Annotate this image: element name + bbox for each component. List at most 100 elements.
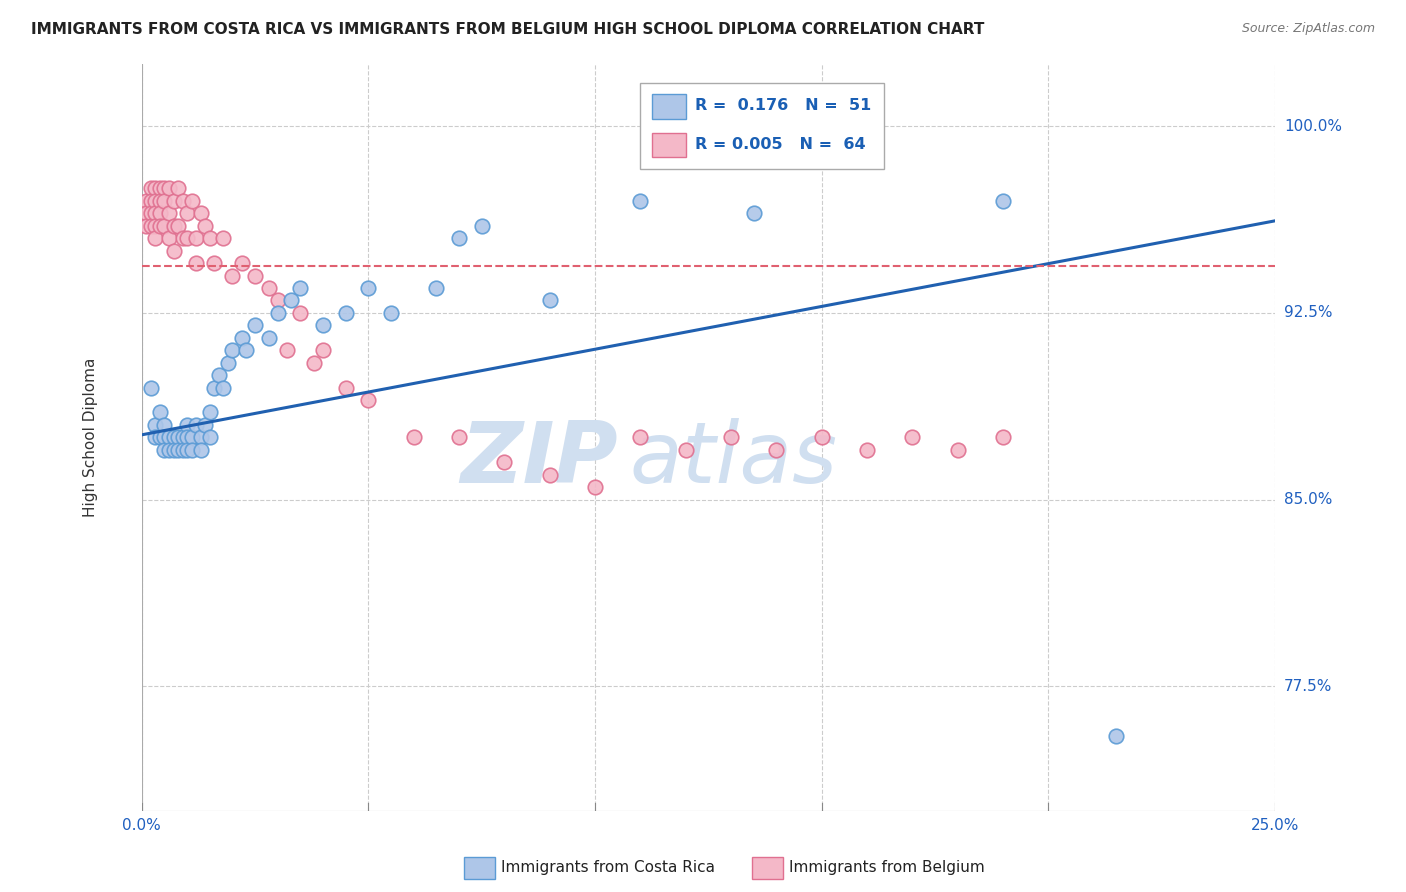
Point (172, 430, 194, 444)
Point (135, 219, 157, 233)
Point (180, 194, 202, 208)
Text: 92.5%: 92.5% (1284, 305, 1333, 320)
Point (176, 430, 198, 444)
Point (630, 430, 652, 444)
Point (149, 194, 172, 208)
Point (176, 231, 198, 245)
Point (221, 343, 243, 358)
Point (221, 268, 243, 283)
Point (243, 268, 266, 283)
Point (167, 430, 190, 444)
Point (172, 442, 194, 457)
Point (162, 194, 184, 208)
Point (494, 455, 516, 469)
Point (153, 219, 176, 233)
Point (176, 206, 198, 220)
Point (208, 368, 231, 383)
Point (810, 430, 832, 444)
Point (145, 219, 167, 233)
Point (149, 181, 172, 195)
Point (153, 442, 176, 457)
Text: 100.0%: 100.0% (1284, 119, 1343, 134)
Point (243, 318, 266, 333)
Text: 85.0%: 85.0% (1284, 492, 1333, 507)
Point (186, 231, 208, 245)
Point (153, 181, 176, 195)
Point (290, 306, 312, 320)
Text: High School Diploma: High School Diploma (83, 358, 98, 517)
Text: R = 0.005   N =  64: R = 0.005 N = 64 (695, 137, 866, 153)
Point (186, 417, 208, 432)
Point (267, 306, 290, 320)
Point (162, 430, 184, 444)
Point (149, 430, 172, 444)
Point (425, 281, 447, 295)
Point (742, 206, 765, 220)
Text: IMMIGRANTS FROM COSTA RICA VS IMMIGRANTS FROM BELGIUM HIGH SCHOOL DIPLOMA CORREL: IMMIGRANTS FROM COSTA RICA VS IMMIGRANTS… (31, 22, 984, 37)
Point (167, 181, 190, 195)
Point (312, 318, 335, 333)
Point (176, 417, 198, 432)
Point (630, 194, 652, 208)
Point (380, 306, 402, 320)
Text: 0.0%: 0.0% (122, 818, 162, 833)
Point (190, 206, 212, 220)
Point (167, 219, 190, 233)
Point (167, 442, 190, 457)
Point (149, 219, 172, 233)
Text: Source: ZipAtlas.com: Source: ZipAtlas.com (1241, 22, 1375, 36)
Point (145, 194, 167, 208)
Point (402, 430, 425, 444)
Point (538, 467, 561, 482)
Point (357, 392, 380, 407)
Point (290, 281, 312, 295)
Point (157, 231, 180, 245)
Point (176, 442, 198, 457)
Point (720, 430, 742, 444)
Point (135, 194, 157, 208)
Point (276, 343, 298, 358)
Point (145, 430, 167, 444)
Point (357, 281, 380, 295)
Point (190, 430, 212, 444)
Text: atlas: atlas (628, 418, 837, 501)
Point (194, 219, 217, 233)
Point (194, 417, 217, 432)
Point (157, 430, 180, 444)
Point (335, 380, 357, 394)
Point (991, 430, 1014, 444)
Point (856, 442, 879, 457)
Point (1105, 729, 1128, 743)
Point (172, 231, 194, 245)
Point (186, 256, 208, 270)
Point (162, 244, 184, 258)
Point (190, 442, 212, 457)
Point (139, 194, 162, 208)
Point (257, 281, 280, 295)
Point (198, 430, 221, 444)
Point (180, 430, 202, 444)
Point (280, 293, 302, 308)
Point (139, 206, 162, 220)
Point (231, 331, 253, 345)
FancyBboxPatch shape (652, 94, 686, 119)
Point (202, 380, 225, 394)
Point (157, 442, 180, 457)
Point (145, 231, 167, 245)
Point (202, 256, 225, 270)
Point (267, 293, 290, 308)
Point (145, 417, 167, 432)
Point (335, 306, 357, 320)
Point (212, 231, 235, 245)
Point (231, 256, 253, 270)
Point (135, 206, 157, 220)
Point (991, 194, 1014, 208)
Point (153, 430, 176, 444)
Point (153, 417, 176, 432)
Text: Immigrants from Costa Rica: Immigrants from Costa Rica (501, 860, 714, 874)
Point (139, 219, 162, 233)
Point (471, 219, 494, 233)
Point (217, 356, 239, 370)
Point (139, 380, 162, 394)
Point (946, 442, 969, 457)
